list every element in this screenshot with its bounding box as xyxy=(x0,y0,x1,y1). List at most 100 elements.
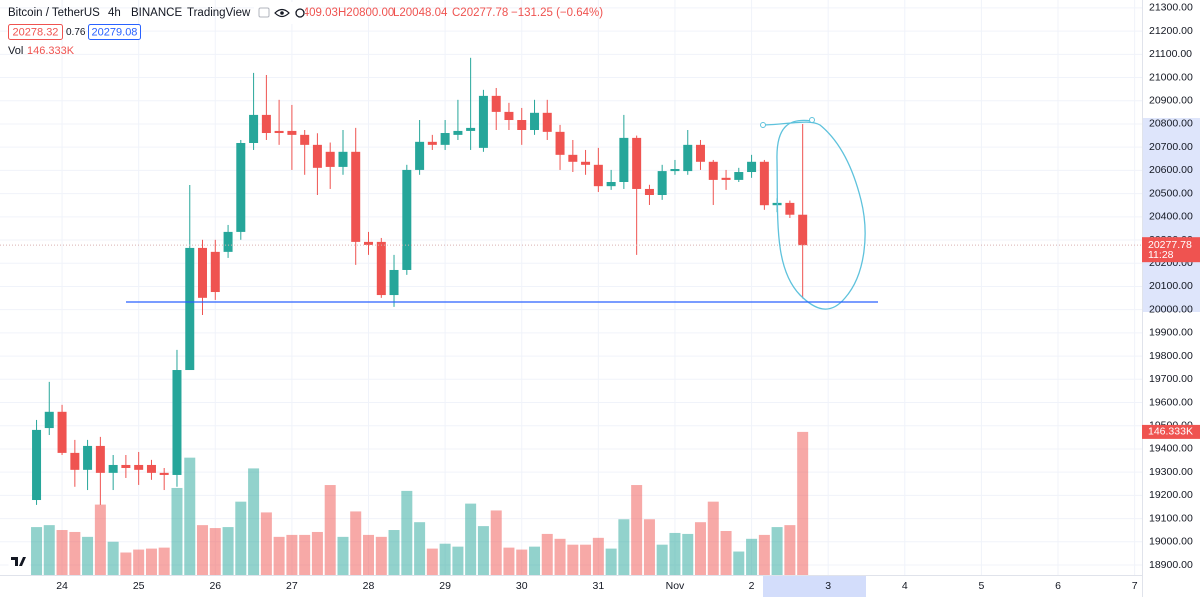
volume-bar xyxy=(733,551,745,575)
candle-body xyxy=(249,114,259,143)
y-tick-label: 19100.00 xyxy=(1149,512,1193,524)
y-tick-label: 19900.00 xyxy=(1149,327,1193,339)
volume-bar xyxy=(746,538,758,575)
volume-tag-label: 146.333K xyxy=(1148,426,1193,438)
y-tick-label: 19200.00 xyxy=(1149,489,1193,501)
candle-body xyxy=(657,171,667,195)
candle-body xyxy=(223,231,233,252)
x-tick-label: 27 xyxy=(286,580,298,592)
sell-price: 20278.32 xyxy=(13,26,59,38)
candle-body xyxy=(376,241,386,296)
y-tick-label: 18900.00 xyxy=(1149,559,1193,571)
volume-bar xyxy=(43,525,55,575)
candle-body xyxy=(504,111,514,121)
volume-bar xyxy=(643,519,655,575)
y-tick-label: 21000.00 xyxy=(1149,71,1193,83)
low-value: L20048.04 xyxy=(393,7,448,19)
candle-body xyxy=(734,172,744,180)
candle-body xyxy=(747,161,757,173)
volume-bar xyxy=(401,490,413,575)
candle-body xyxy=(70,452,80,470)
logo-bg xyxy=(8,551,30,573)
candle-body xyxy=(325,151,335,167)
volume-bar xyxy=(784,525,796,575)
volume-bar xyxy=(248,468,260,575)
y-tick-label: 20400.00 xyxy=(1149,211,1193,223)
volume-bar xyxy=(171,487,183,575)
candle-body xyxy=(785,202,795,215)
y-tick-label: 20800.00 xyxy=(1149,118,1193,130)
volume-bar xyxy=(439,543,451,575)
candle-body xyxy=(466,127,476,131)
volume-bar xyxy=(631,485,643,575)
candle-body xyxy=(542,112,552,132)
volume-bar xyxy=(720,530,732,575)
candle-body xyxy=(108,464,118,473)
volume-bar xyxy=(82,536,94,575)
volume-bar xyxy=(414,522,426,575)
y-tick-label: 20900.00 xyxy=(1149,95,1193,107)
buy-box[interactable] xyxy=(88,24,141,40)
candle-body xyxy=(530,112,540,130)
candle-body xyxy=(236,142,246,232)
y-tick-label: 19600.00 xyxy=(1149,396,1193,408)
candle-body xyxy=(172,370,182,475)
change-value: −131.25 (−0.64%) xyxy=(511,7,603,19)
volume-pane xyxy=(31,431,809,575)
y-tick-label: 20000.00 xyxy=(1149,303,1193,315)
volume-bar xyxy=(133,549,145,575)
volume-bar xyxy=(694,522,706,575)
eye-button[interactable] xyxy=(274,8,290,18)
volume-bar xyxy=(758,534,770,575)
candle-body xyxy=(415,141,425,170)
volume-bar xyxy=(184,457,196,575)
volume-bar xyxy=(375,536,387,575)
candle-body xyxy=(478,95,488,148)
anchor-point xyxy=(809,117,815,123)
settings-button[interactable] xyxy=(295,8,305,18)
volume-bar xyxy=(363,534,375,575)
candle-body xyxy=(364,241,374,245)
y-tick-label: 20500.00 xyxy=(1149,187,1193,199)
axes: 18900.00 19000.00 19100.00 19200.00 19300.00… xyxy=(56,2,1200,592)
last-price-label: 20277.78 xyxy=(1148,239,1192,251)
hide-button[interactable] xyxy=(258,7,270,18)
volume-bar xyxy=(350,511,362,575)
candle-body xyxy=(185,247,195,371)
sell-box[interactable] xyxy=(8,24,63,40)
volume-bar xyxy=(222,527,234,575)
candle-body xyxy=(593,164,603,187)
volume-title: Vol xyxy=(8,45,23,57)
x-tick-label: 24 xyxy=(56,580,68,592)
volume-bar xyxy=(426,548,438,575)
volume-bar xyxy=(503,547,515,575)
legend-buttons[interactable] xyxy=(254,2,305,24)
volume-bar xyxy=(618,519,630,575)
candle-body xyxy=(274,130,284,134)
candle-body xyxy=(300,134,310,145)
candle-body xyxy=(606,181,616,187)
x-tick-label: 30 xyxy=(516,580,528,592)
candle-body xyxy=(491,95,501,112)
volume-bar xyxy=(311,531,323,575)
candle-body xyxy=(402,169,412,270)
candle-body xyxy=(759,161,769,206)
candle-body xyxy=(695,144,705,162)
candle-body xyxy=(632,137,642,189)
volume-bar xyxy=(120,552,132,575)
legend: Bitcoin / TetherUS 4h BINANCE TradingVie… xyxy=(8,2,603,57)
high-value: H20800.00 xyxy=(338,7,394,19)
candle-body xyxy=(134,464,144,470)
candle-body xyxy=(44,411,54,429)
candle-body xyxy=(619,137,629,182)
candle-body xyxy=(312,144,322,168)
y-tick-label: 20600.00 xyxy=(1149,164,1193,176)
y-tick-label: 19300.00 xyxy=(1149,466,1193,478)
y-tick-label: 20100.00 xyxy=(1149,280,1193,292)
volume-tag xyxy=(1142,424,1200,439)
candle-body xyxy=(83,445,93,470)
buy-price: 20279.08 xyxy=(92,26,138,38)
volume-bar xyxy=(605,548,617,575)
candle-body xyxy=(798,214,808,246)
